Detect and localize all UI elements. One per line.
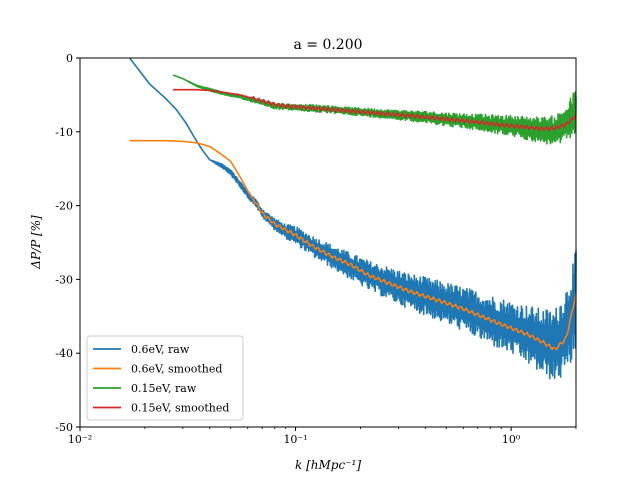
- y-tick-label: -10: [55, 126, 73, 139]
- x-tick-label: 10⁻¹: [283, 433, 307, 446]
- legend-label-4: 0.15eV, smoothed: [131, 402, 229, 415]
- y-tick-label: 0: [66, 52, 73, 65]
- x-axis-label: k [hMpc⁻¹]: [295, 458, 361, 472]
- legend-label-2: 0.6eV, smoothed: [131, 363, 222, 376]
- y-tick-label: -30: [55, 273, 73, 286]
- series-line-4: [172, 88, 577, 132]
- series-line-2: [129, 139, 577, 351]
- y-axis-label: ΔP/P [%]: [29, 215, 43, 270]
- y-tick-label: -50: [55, 421, 73, 434]
- series-layer: [129, 57, 577, 380]
- x-tick-label: 10⁻²: [68, 433, 92, 446]
- chart-title: a = 0.200: [293, 37, 362, 53]
- y-tick-label: -40: [55, 347, 73, 360]
- x-tick-label: 10⁰: [502, 433, 521, 446]
- plot-frame: [79, 57, 577, 428]
- y-tick-label: -20: [55, 200, 73, 213]
- legend-items: 0.6eV, raw 0.6eV, smoothed 0.15eV, raw 0.15…: [93, 343, 229, 415]
- legend-label-3: 0.15eV, raw: [131, 382, 197, 395]
- legend-box: [86, 335, 244, 421]
- legend: 0.6eV, raw 0.6eV, smoothed 0.15eV, raw 0.15…: [86, 335, 244, 421]
- series-line-1: [129, 57, 577, 380]
- legend-label-1: 0.6eV, raw: [131, 343, 190, 356]
- series-line-3: [172, 74, 577, 145]
